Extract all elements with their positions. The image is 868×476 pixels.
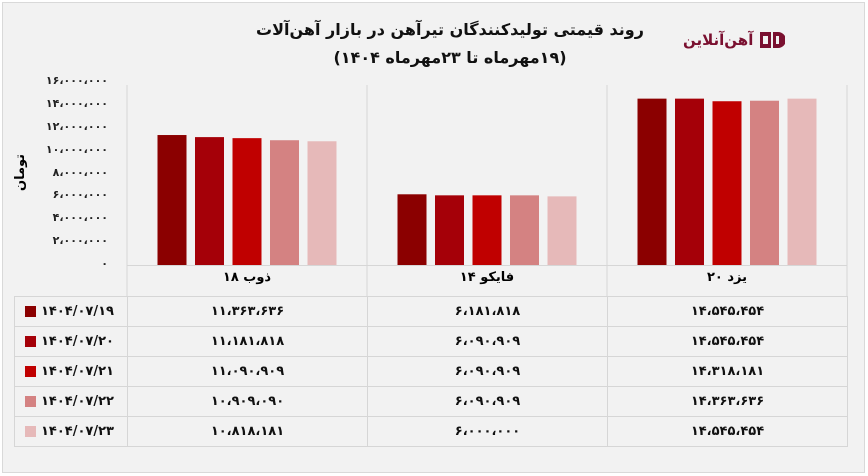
legend-label: ۱۴۰۴/۰۷/۱۹ <box>41 304 114 319</box>
table-cell: ۶،۱۸۱،۸۱۸ <box>367 296 608 327</box>
table-cell: ۶،۰۰۰،۰۰۰ <box>367 416 608 447</box>
logo-icon <box>760 32 786 48</box>
data-table: ۱۴۰۴/۰۷/۱۹ ۱۱،۳۶۳،۶۳۶ ۶،۱۸۱،۸۱۸ ۱۴،۵۴۵،۴۵۴ ۱… <box>14 296 848 447</box>
logo: آهن‌آنلاین <box>683 30 786 50</box>
legend-swatch <box>25 336 36 347</box>
y-tick-label: ۶،۰۰۰،۰۰۰ <box>52 188 108 202</box>
legend-swatch <box>25 306 36 317</box>
legend-swatch <box>25 366 36 377</box>
table-cell: ۱۴،۳۶۳،۶۳۶ <box>607 386 848 417</box>
legend-cell: ۱۴۰۴/۰۷/۲۰ <box>14 326 128 357</box>
table-row: ۱۴۰۴/۰۷/۲۳ ۱۰،۸۱۸،۱۸۱ ۶،۰۰۰،۰۰۰ ۱۴،۵۴۵،۴۵۴ <box>14 416 848 447</box>
legend-cell: ۱۴۰۴/۰۷/۲۱ <box>14 356 128 387</box>
table-row: ۱۴۰۴/۰۷/۲۰ ۱۱،۱۸۱،۸۱۸ ۶،۰۹۰،۹۰۹ ۱۴،۵۴۵،۴۵۴ <box>14 326 848 357</box>
bar <box>750 100 779 265</box>
legend-cell: ۱۴۰۴/۰۷/۱۹ <box>14 296 128 327</box>
table-cell: ۱۱،۳۶۳،۶۳۶ <box>127 296 368 327</box>
category-label: ذوب ۱۸ <box>222 270 272 285</box>
bar <box>270 140 299 265</box>
bar <box>637 98 667 265</box>
legend-label: ۱۴۰۴/۰۷/۲۳ <box>41 424 114 439</box>
y-tick-label: ۴،۰۰۰،۰۰۰ <box>52 211 108 225</box>
table-row: ۱۴۰۴/۰۷/۲۲ ۱۰،۹۰۹،۰۹۰ ۶،۰۹۰،۹۰۹ ۱۴،۳۶۳،۶۳۶ <box>14 386 848 417</box>
y-tick-label: ۸،۰۰۰،۰۰۰ <box>52 165 108 179</box>
table-cell: ۱۴،۵۴۵،۴۵۴ <box>607 296 848 327</box>
chart-subtitle: (۱۹مهرماه تا ۲۳مهرماه ۱۴۰۴) <box>333 48 567 67</box>
legend-label: ۱۴۰۴/۰۷/۲۰ <box>41 334 114 349</box>
bar <box>435 195 464 265</box>
legend-cell: ۱۴۰۴/۰۷/۲۳ <box>14 416 128 447</box>
table-row: ۱۴۰۴/۰۷/۱۹ ۱۱،۳۶۳،۶۳۶ ۶،۱۸۱،۸۱۸ ۱۴،۵۴۵،۴۵۴ <box>14 296 848 327</box>
legend-cell: ۱۴۰۴/۰۷/۲۲ <box>14 386 128 417</box>
y-tick-label: ۱۶،۰۰۰،۰۰۰ <box>45 74 108 87</box>
table-cell: ۶،۰۹۰،۹۰۹ <box>367 386 608 417</box>
legend-swatch <box>25 426 36 437</box>
y-tick-label: ۱۰،۰۰۰،۰۰۰ <box>45 142 108 156</box>
bar <box>307 141 337 265</box>
legend-label: ۱۴۰۴/۰۷/۲۲ <box>41 394 114 409</box>
bar <box>510 195 539 265</box>
table-cell: ۱۴،۳۱۸،۱۸۱ <box>607 356 848 387</box>
bar <box>397 194 427 265</box>
y-tick-label: ۱۲،۰۰۰،۰۰۰ <box>45 119 108 133</box>
bar <box>547 196 577 265</box>
bar <box>472 195 502 265</box>
table-cell: ۶،۰۹۰،۹۰۹ <box>367 326 608 357</box>
table-cell: ۱۴،۵۴۵،۴۵۴ <box>607 416 848 447</box>
table-cell: ۱۱،۰۹۰،۹۰۹ <box>127 356 368 387</box>
table-cell: ۱۱،۱۸۱،۸۱۸ <box>127 326 368 357</box>
table-cell: ۶،۰۹۰،۹۰۹ <box>367 356 608 387</box>
table-cell: ۱۰،۸۱۸،۱۸۱ <box>127 416 368 447</box>
legend-swatch <box>25 396 36 407</box>
bar <box>195 137 224 265</box>
table-row: ۱۴۰۴/۰۷/۲۱ ۱۱،۰۹۰،۹۰۹ ۶،۰۹۰،۹۰۹ ۱۴،۳۱۸،۱۸۱ <box>14 356 848 387</box>
chart-title: روند قیمتی تولیدکنندگان تیرآهن در بازار … <box>256 20 644 39</box>
bar <box>787 98 817 265</box>
legend-label: ۱۴۰۴/۰۷/۲۱ <box>41 364 114 379</box>
bar <box>675 98 704 265</box>
bar <box>157 135 187 265</box>
bar <box>232 138 262 265</box>
table-cell: ۱۴،۵۴۵،۴۵۴ <box>607 326 848 357</box>
table-cell: ۱۰،۹۰۹،۰۹۰ <box>127 386 368 417</box>
y-tick-label: ۰ <box>101 257 108 270</box>
category-label: فایکو ۱۴ <box>459 270 515 285</box>
category-label: یزد ۲۰ <box>706 270 748 285</box>
y-tick-label: ۲،۰۰۰،۰۰۰ <box>52 234 108 248</box>
bar <box>712 101 742 265</box>
logo-text: آهن‌آنلاین <box>683 31 754 49</box>
y-tick-label: ۱۴،۰۰۰،۰۰۰ <box>45 96 108 110</box>
